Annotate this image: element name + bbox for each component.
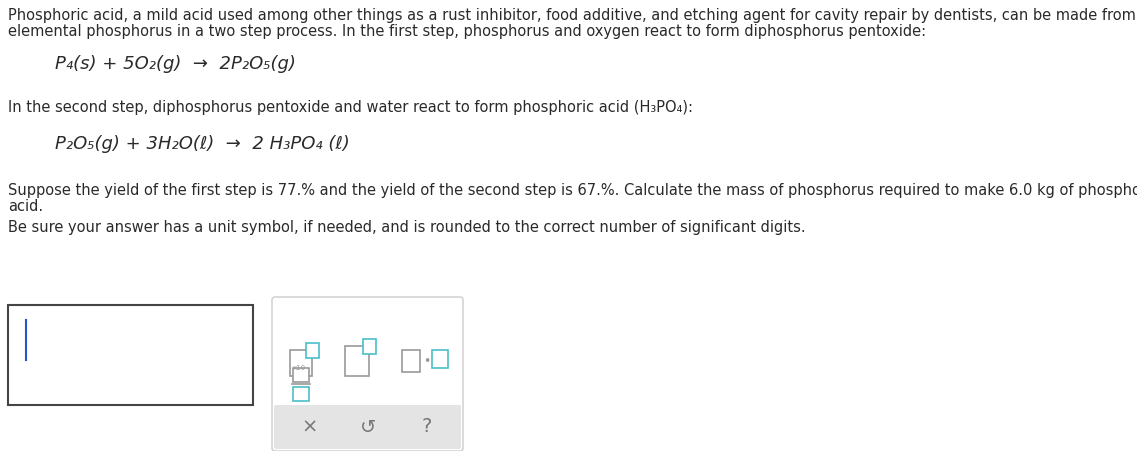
Text: In the second step, diphosphorus pentoxide and water react to form phosphoric ac: In the second step, diphosphorus pentoxi… [8,100,692,115]
Text: Phosphoric acid, a mild acid used among other things as a rust inhibitor, food a: Phosphoric acid, a mild acid used among … [8,8,1136,23]
Text: elemental phosphorus in a two step process. In the first step, phosphorus and ox: elemental phosphorus in a two step proce… [8,24,927,39]
Bar [290,350,312,376]
Text: P₄(s) + 5O₂(g)  →  2P₂O₅(g): P₄(s) + 5O₂(g) → 2P₂O₅(g) [55,55,296,73]
Bar [8,305,254,405]
Text: acid.: acid. [8,199,43,214]
Bar [293,368,309,382]
Bar [345,346,370,376]
Text: •: • [423,354,431,368]
Text: ×: × [301,418,318,437]
FancyBboxPatch shape [274,405,460,449]
Text: Suppose the yield of the first step is 77.% and the yield of the second step is : Suppose the yield of the first step is 7… [8,183,1137,198]
Text: x10: x10 [293,365,306,371]
FancyBboxPatch shape [272,297,463,451]
Text: Be sure your answer has a unit symbol, if needed, and is rounded to the correct : Be sure your answer has a unit symbol, i… [8,220,806,235]
Bar [402,350,420,372]
Bar [363,339,376,354]
Text: P₂O₅(g) + 3H₂O(ℓ)  →  2 H₃PO₄ (ℓ): P₂O₅(g) + 3H₂O(ℓ) → 2 H₃PO₄ (ℓ) [55,135,350,153]
Bar [306,343,319,358]
Bar [432,350,448,368]
Text: ↺: ↺ [359,418,376,437]
Text: ?: ? [422,418,432,437]
Bar [293,387,309,401]
